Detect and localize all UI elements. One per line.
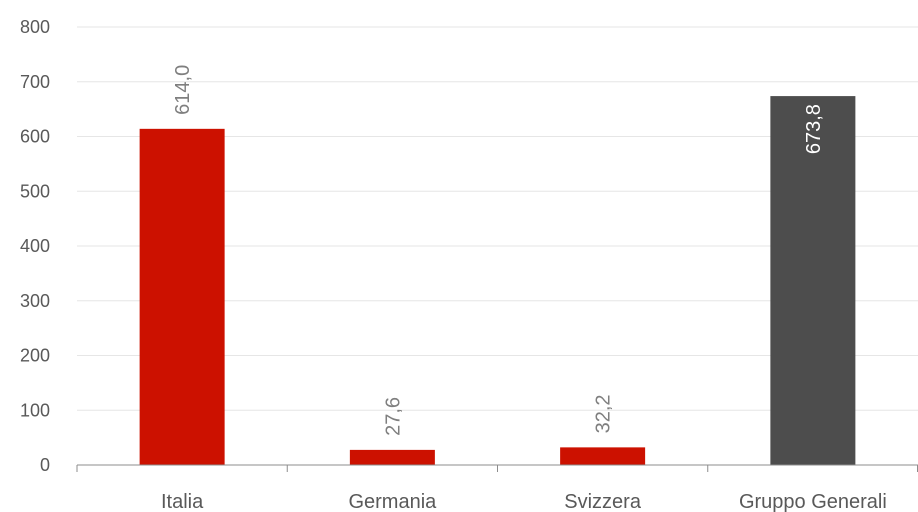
bar xyxy=(139,128,225,465)
bar xyxy=(560,447,646,465)
x-tick-label: Italia xyxy=(161,491,204,512)
x-tick-label: Germania xyxy=(348,491,437,512)
y-tick-label: 600 xyxy=(20,127,50,147)
data-label: 673,8 xyxy=(803,104,825,154)
y-tick-label: 800 xyxy=(20,17,50,37)
y-tick-label: 400 xyxy=(20,236,50,256)
data-label: 27,6 xyxy=(382,397,404,436)
y-tick-label: 100 xyxy=(20,400,50,420)
y-tick-label: 300 xyxy=(20,291,50,311)
data-labels: 614,0 27,6 32,2 673,8 xyxy=(172,65,825,436)
x-tick-label: Gruppo Generali xyxy=(739,491,887,512)
x-axis-category-labels: Italia Germania Svizzera Gruppo Generali xyxy=(161,491,887,512)
bar xyxy=(770,96,856,466)
y-axis-tick-labels: 0 100 200 300 400 500 600 700 800 xyxy=(20,17,50,475)
y-tick-label: 0 xyxy=(40,455,50,475)
data-label: 614,0 xyxy=(172,65,194,115)
bars xyxy=(139,96,856,466)
x-axis xyxy=(76,464,918,472)
x-tick-label: Svizzera xyxy=(564,491,642,512)
bar xyxy=(349,449,435,465)
y-tick-label: 200 xyxy=(20,346,50,366)
y-tick-label: 700 xyxy=(20,72,50,92)
y-tick-label: 500 xyxy=(20,181,50,201)
data-label: 32,2 xyxy=(593,394,615,433)
